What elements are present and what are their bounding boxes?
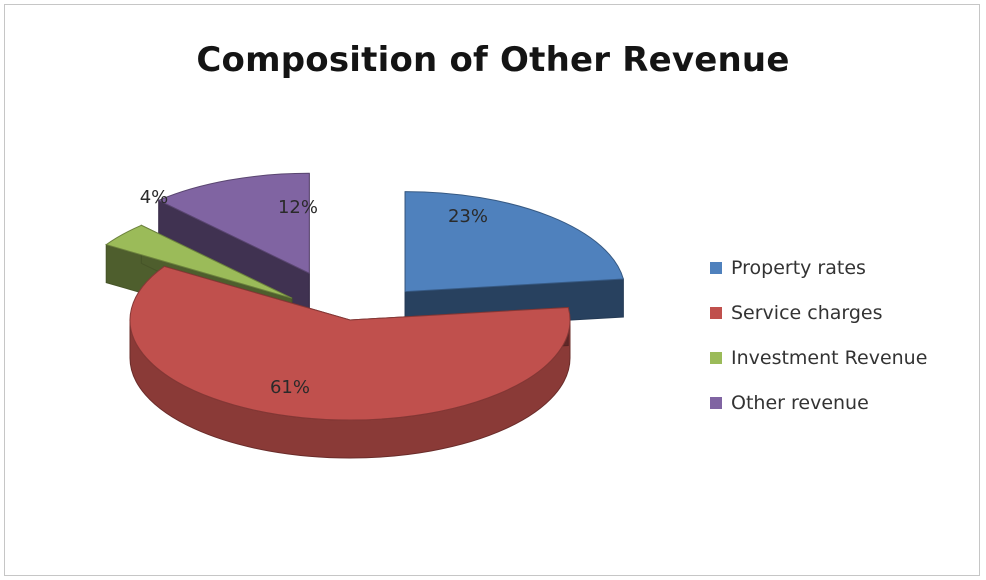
legend-swatch-service-charges [710, 307, 722, 319]
pie-labels: 23% 61% 4% 12% [140, 187, 488, 398]
legend-swatch-investment-revenue [710, 352, 722, 364]
pie-tops [105, 172, 625, 421]
data-label-service-charges: 61% [270, 377, 310, 398]
slice-property-rates [404, 191, 625, 293]
chart-title: Composition of Other Revenue [196, 40, 790, 80]
data-label-investment-revenue: 4% [140, 187, 169, 208]
legend-label-other-revenue: Other revenue [731, 392, 869, 414]
slice-service-charges [129, 265, 571, 421]
data-label-property-rates: 23% [448, 206, 488, 227]
legend-label-investment-revenue: Investment Revenue [731, 347, 928, 369]
legend-swatch-other-revenue [710, 397, 722, 409]
data-label-other-revenue: 12% [278, 197, 318, 218]
legend-item-other-revenue: Other revenue [710, 388, 927, 418]
legend-item-investment-revenue: Investment Revenue [710, 343, 927, 373]
slice-other-revenue [157, 172, 310, 275]
legend-item-property-rates: Property rates [710, 253, 927, 283]
legend-swatch-property-rates [710, 262, 722, 274]
legend: Property rates Service charges Investmen… [710, 253, 927, 433]
slice-investment-revenue [105, 224, 293, 299]
legend-label-property-rates: Property rates [731, 257, 866, 279]
legend-label-service-charges: Service charges [731, 302, 883, 324]
legend-item-service-charges: Service charges [710, 298, 927, 328]
